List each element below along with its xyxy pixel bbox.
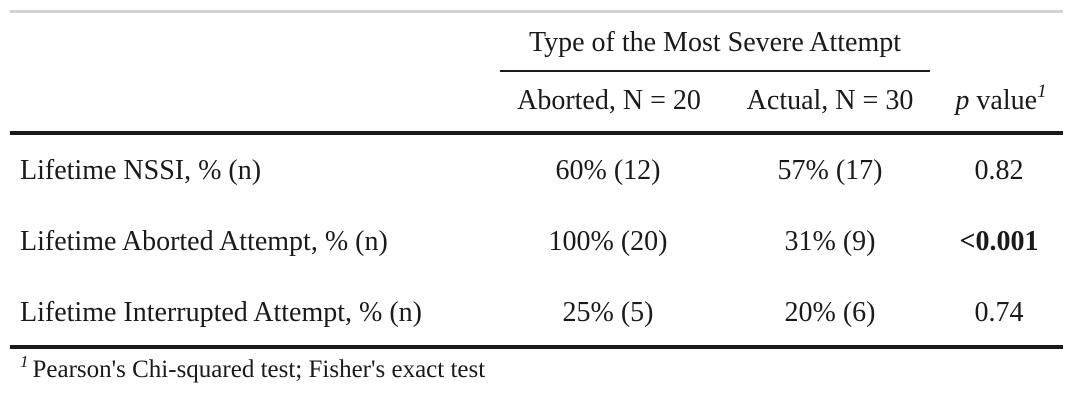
table-row: Lifetime Interrupted Attempt, % (n) 25% … [10,293,1063,333]
footnote-marker: 1 [20,352,29,371]
footnote-marker: 1 [1037,81,1047,102]
footnote-text: Pearson's Chi-squared test; Fisher's exa… [32,356,486,383]
cell-actual: 31% (9) [784,226,876,257]
cell-actual: 57% (17) [777,155,883,186]
p-value-word: value [969,85,1038,116]
cell-p-value: 0.82 [974,155,1024,186]
table-footnote: 1 Pearson's Chi-squared test; Fisher's ex… [20,353,485,387]
cell-p-value: <0.001 [959,226,1039,257]
column-header-p-value: p value1 [940,82,1062,120]
table-row: Lifetime NSSI, % (n) 60% (12) 57% (17) 0… [10,151,1063,191]
cell-aborted: 25% (5) [562,297,654,328]
table-bottom-rule [10,345,1063,349]
column-header-aborted: Aborted, N = 20 [517,85,701,116]
row-label: Lifetime NSSI, % (n) [20,155,262,186]
cell-aborted: 60% (12) [555,155,661,186]
cell-p-value: 0.74 [974,297,1024,328]
table-row: Lifetime Aborted Attempt, % (n) 100% (20… [10,222,1063,262]
table-top-rule [10,10,1063,13]
header-bottom-rule [10,131,1063,135]
column-header-actual: Actual, N = 30 [746,85,914,116]
row-label: Lifetime Aborted Attempt, % (n) [20,226,388,257]
row-label: Lifetime Interrupted Attempt, % (n) [20,297,422,328]
cell-actual: 20% (6) [784,297,876,328]
p-symbol: p [955,85,970,116]
spanner-underline [500,70,930,72]
column-spanner-label: Type of the Most Severe Attempt [528,27,902,58]
cell-aborted: 100% (20) [548,226,668,257]
